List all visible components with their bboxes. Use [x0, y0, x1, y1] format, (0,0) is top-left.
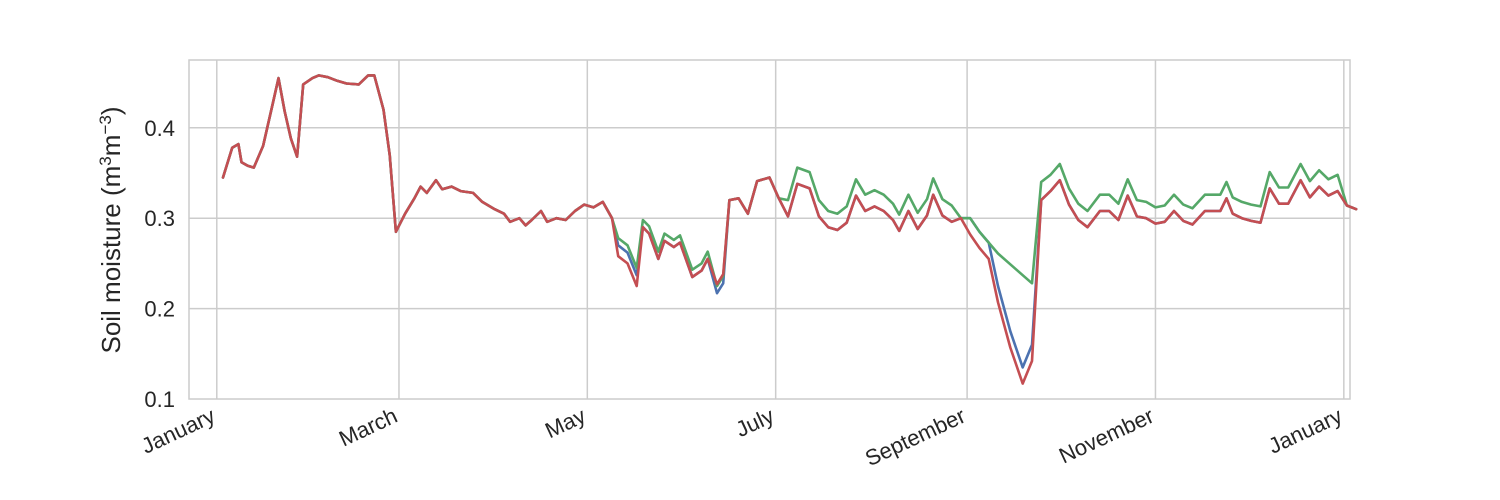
- y-axis-label-sup1: 3: [96, 156, 115, 165]
- y-axis-label-mid: m: [96, 135, 126, 157]
- x-tick-labels: January March May July September November Janu…: [137, 403, 1346, 471]
- y-tick-label: 0.3: [144, 206, 175, 231]
- y-axis-label: Soil moisture (m3m−3): [96, 106, 127, 353]
- series-lines: [221, 74, 1358, 385]
- y-tick-labels: 0.1 0.2 0.3 0.4: [144, 116, 175, 412]
- y-tick-label: 0.1: [144, 387, 175, 412]
- x-tick-label: November: [1055, 403, 1158, 469]
- x-tick-label: May: [541, 403, 589, 443]
- y-axis-label-sup2: −3: [96, 115, 115, 134]
- y-axis-label-main: Soil moisture (m: [96, 166, 126, 354]
- x-tick-label: January: [1264, 403, 1346, 459]
- y-tick-label: 0.4: [144, 116, 175, 141]
- x-tick-label: September: [861, 403, 969, 471]
- y-tick-label: 0.2: [144, 297, 175, 322]
- plot-frame: [188, 59, 1351, 400]
- series-line-3: [221, 74, 1358, 385]
- grid-lines: [189, 60, 1350, 399]
- y-axis-label-end: ): [96, 106, 126, 115]
- x-tick-label: July: [732, 403, 778, 442]
- x-tick-label: March: [335, 403, 401, 451]
